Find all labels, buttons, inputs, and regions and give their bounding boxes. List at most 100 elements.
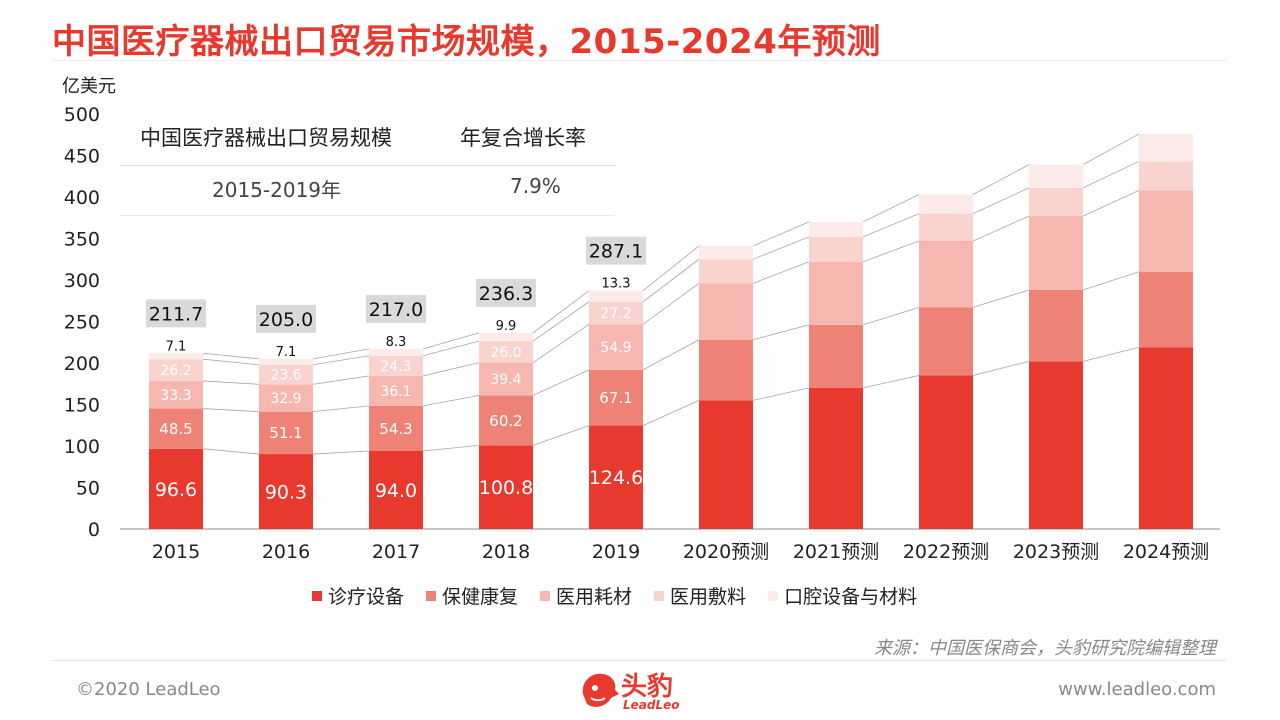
bar-segment bbox=[149, 353, 203, 360]
bar-segment bbox=[699, 339, 753, 401]
connector-line bbox=[312, 375, 370, 385]
total-label: 211.7 bbox=[149, 303, 203, 325]
x-tick-label: 2021预测 bbox=[793, 541, 879, 563]
bar-segment bbox=[589, 425, 643, 529]
bar-segment bbox=[259, 411, 313, 455]
leadleo-logo: 头豹 LeadLeo bbox=[577, 664, 707, 716]
leopard-head-icon bbox=[582, 673, 619, 707]
bar-segment bbox=[479, 341, 533, 363]
legend-swatch bbox=[540, 590, 551, 601]
connector-line bbox=[422, 332, 480, 350]
data-label: 26.0 bbox=[490, 345, 521, 361]
x-tick-label: 2015 bbox=[152, 541, 200, 563]
bar-segment bbox=[1139, 190, 1193, 272]
cagr-table: 中国医疗器械出口贸易规模 年复合增长率 2015-2019年 7.9% bbox=[120, 110, 615, 220]
bar-segment bbox=[1139, 133, 1193, 162]
source-note: 来源：中国医保商会，头豹研究院编辑整理 bbox=[874, 638, 1216, 659]
title-divider bbox=[52, 60, 1227, 61]
bar-segment bbox=[369, 450, 423, 529]
legend-label: 诊疗设备 bbox=[328, 586, 405, 608]
connector-line bbox=[862, 240, 920, 263]
connector-line bbox=[532, 290, 590, 334]
bar-segment bbox=[919, 194, 973, 214]
data-label: 36.1 bbox=[380, 384, 411, 400]
bar-segment bbox=[1029, 164, 1083, 188]
x-tick-label: 2023预测 bbox=[1013, 541, 1099, 563]
data-label: 8.3 bbox=[386, 335, 407, 350]
data-label: 32.9 bbox=[270, 391, 301, 407]
total-label: 205.0 bbox=[259, 309, 313, 331]
bar-segment bbox=[809, 236, 863, 262]
connector-line bbox=[202, 408, 260, 413]
bar-segment bbox=[369, 348, 423, 356]
legend-label: 医用敷料 bbox=[670, 586, 747, 608]
bar-segment bbox=[1139, 271, 1193, 348]
legend-swatch bbox=[768, 590, 779, 601]
connector-line bbox=[422, 362, 480, 377]
connector-line bbox=[642, 339, 700, 371]
connector-line bbox=[1082, 160, 1140, 189]
copyright: ©2020 LeadLeo bbox=[76, 679, 221, 700]
website: www.leadleo.com bbox=[1058, 679, 1216, 700]
bar-segment bbox=[1029, 216, 1083, 290]
data-label: 33.3 bbox=[160, 388, 191, 404]
y-tick-label: 450 bbox=[64, 146, 100, 168]
connector-line bbox=[312, 348, 370, 360]
connector-line bbox=[752, 324, 810, 341]
connector-line bbox=[642, 399, 700, 426]
bar-segment bbox=[589, 324, 643, 370]
connector-line bbox=[752, 387, 810, 401]
page-title: 中国医疗器械出口贸易市场规模，2015-2024年预测 bbox=[52, 22, 881, 62]
cagr-divider bbox=[120, 165, 615, 166]
x-tick-label: 2016 bbox=[262, 541, 310, 563]
x-tick-label: 2018 bbox=[482, 541, 530, 563]
y-tick-label: 500 bbox=[64, 104, 100, 126]
bar-segment bbox=[1139, 161, 1193, 191]
connector-line bbox=[1082, 271, 1140, 291]
bar-segment bbox=[149, 408, 203, 449]
legend-item: 口腔设备与材料 bbox=[768, 582, 917, 609]
chart-legend: 诊疗设备 保健康复 医用耗材 医用敷料 口腔设备与材料 bbox=[312, 582, 917, 609]
y-tick-label: 50 bbox=[76, 478, 100, 500]
total-label: 236.3 bbox=[479, 283, 533, 305]
connector-line bbox=[532, 323, 590, 363]
bar-segment bbox=[479, 395, 533, 446]
bar-segment bbox=[699, 245, 753, 260]
logo-sub: LeadLeo bbox=[623, 698, 680, 712]
data-label: 27.2 bbox=[600, 306, 631, 322]
bar-segment bbox=[1029, 289, 1083, 362]
connector-line bbox=[972, 289, 1030, 308]
cagr-bottom-divider bbox=[120, 215, 615, 216]
connector-line bbox=[312, 405, 370, 413]
x-tick-label: 2024预测 bbox=[1123, 541, 1209, 563]
x-tick-label: 2017 bbox=[372, 541, 420, 563]
footer-divider bbox=[52, 660, 1227, 661]
bar-segment bbox=[369, 355, 423, 376]
x-tick-label: 2022预测 bbox=[903, 541, 989, 563]
bar-segment bbox=[1029, 187, 1083, 217]
bar-segment bbox=[809, 324, 863, 388]
bar-segment bbox=[919, 213, 973, 241]
connector-line bbox=[1082, 189, 1140, 217]
data-label: 100.8 bbox=[479, 477, 533, 499]
total-label-box bbox=[366, 294, 426, 323]
connector-line bbox=[532, 301, 590, 342]
connector-line bbox=[1082, 133, 1140, 165]
data-label: 7.1 bbox=[166, 339, 187, 354]
connector-line bbox=[422, 444, 480, 452]
connector-line bbox=[972, 187, 1030, 214]
connector-line bbox=[862, 375, 920, 389]
data-label: 60.2 bbox=[489, 412, 522, 430]
data-label: 7.1 bbox=[276, 345, 297, 360]
connector-line bbox=[312, 450, 370, 455]
x-tick-label: 2020预测 bbox=[683, 541, 769, 563]
data-label: 26.2 bbox=[160, 363, 191, 379]
data-label: 94.0 bbox=[375, 480, 417, 502]
connector-line bbox=[1082, 346, 1140, 362]
connector-line bbox=[972, 360, 1030, 376]
data-label: 9.9 bbox=[496, 319, 517, 334]
bar-segment bbox=[369, 405, 423, 451]
bar-segment bbox=[479, 445, 533, 529]
connector-line bbox=[202, 448, 260, 455]
